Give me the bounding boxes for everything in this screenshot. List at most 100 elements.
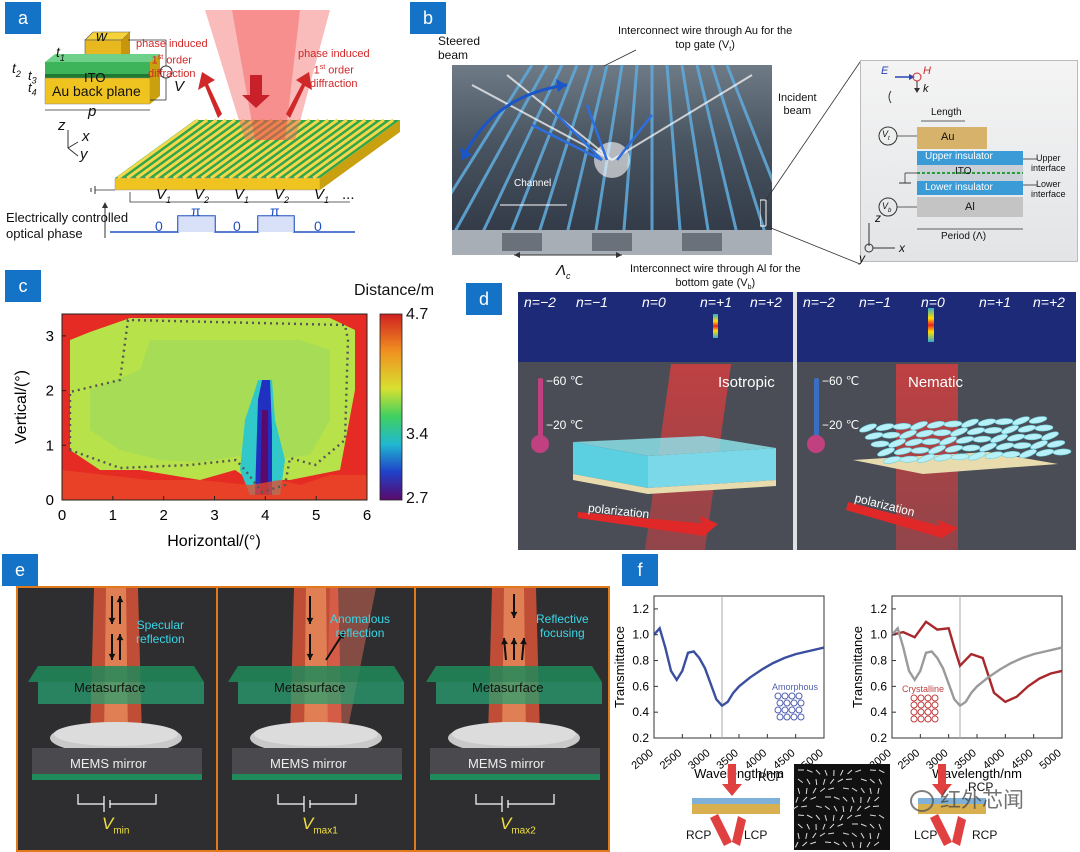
ray-arrowhead: [511, 612, 518, 618]
ray-arrowhead: [117, 596, 124, 602]
dim-w: w: [96, 28, 107, 45]
metasurface-label: Metasurface: [74, 680, 146, 695]
lc-molecule: [871, 440, 889, 447]
y-tick-label: 2: [46, 383, 54, 400]
phase-annotation: Amorphous: [772, 682, 819, 692]
lc-molecule: [933, 429, 951, 436]
phase-pi-b: π: [270, 203, 280, 219]
nanofin: [873, 806, 879, 807]
inset-vt: Vt: [882, 129, 890, 142]
waveguide-rail: [472, 65, 562, 255]
dim-t4: t4: [28, 80, 37, 98]
f-ylabel: Transmittance: [850, 626, 865, 708]
y-tick-label: 0.4: [870, 705, 887, 719]
diffraction-label-left: phase induced 1st order diffraction: [136, 38, 208, 81]
phase-0-b: 0: [233, 218, 241, 234]
f2-lcp-bottom: LCP: [914, 828, 937, 842]
inset-lower-insulator: Lower insulator: [925, 182, 993, 193]
lc-molecule: [962, 444, 980, 451]
ray-arrowhead: [501, 638, 508, 644]
waveguide-rail: [667, 65, 682, 255]
lc-molecule: [961, 417, 980, 429]
inset-H: H: [923, 65, 931, 77]
lc-molecule: [911, 447, 929, 454]
inset-k: k: [923, 83, 929, 95]
lc-molecule: [1041, 430, 1060, 442]
y-tick-label: 1: [46, 437, 54, 454]
lc-molecule: [939, 435, 958, 447]
inset-length: Length: [931, 107, 962, 118]
lc-molecule: [922, 438, 940, 445]
inset-vb: Vb: [882, 201, 891, 214]
inset-axis-y: y: [859, 251, 865, 265]
y-tick-label: 0.4: [632, 705, 649, 719]
x-tick-label: 3: [210, 507, 218, 524]
lc-molecule: [1001, 424, 1020, 436]
lc-molecule: [956, 435, 975, 445]
y-tick-label: 0: [46, 492, 54, 509]
lc-molecule: [1036, 448, 1055, 458]
y-tick-label: 1.0: [870, 628, 887, 642]
inset-ito: ITO: [955, 166, 971, 177]
x-tick-label: 5: [312, 507, 320, 524]
f-rcp-top: RCP: [758, 770, 783, 784]
lc-molecule: [910, 420, 929, 432]
wechat-icon: [910, 790, 934, 812]
waveguide-rail: [682, 65, 712, 255]
colorbar: [380, 314, 402, 500]
panel-d-render: Isotropic Nematic −60 ℃ −20 ℃ −60 ℃ −20 …: [518, 292, 1076, 550]
nanofin: [825, 842, 831, 843]
lambda-c-label: Λc: [556, 262, 571, 281]
temp-left-warm: −20 ℃: [546, 418, 583, 432]
device-render: [452, 65, 772, 255]
y-tick-label: 1.2: [870, 602, 887, 616]
microscope-image: [794, 764, 890, 850]
y-tick-label: 0.8: [870, 654, 887, 668]
nanofin: [846, 779, 852, 780]
heatmap-ylabel: Vertical/(°): [13, 370, 30, 444]
y-tick-label: 0.2: [870, 731, 887, 745]
lc-molecule: [1018, 424, 1037, 434]
lc-molecule: [916, 429, 935, 439]
ray-arrowhead: [307, 618, 314, 624]
lc-molecule: [1013, 442, 1031, 449]
x-tick-label: 4: [261, 507, 269, 524]
mems-voltage-label: Vmax1: [302, 814, 338, 836]
inset-axis-z: z: [875, 211, 881, 225]
lc-molecule: [1030, 439, 1049, 451]
lc-molecule: [1053, 448, 1071, 455]
y-tick-label: 1.0: [632, 628, 649, 642]
y-tick-label: 0.8: [632, 654, 649, 668]
temp-left-cold: −60 ℃: [546, 374, 583, 388]
lc-molecule: [995, 418, 1013, 425]
lc-molecule: [865, 431, 884, 441]
lc-molecule: [877, 446, 896, 458]
x-tick-label: 1: [109, 507, 117, 524]
lc-molecule: [1019, 448, 1038, 460]
mems-voltage-label: Vmin: [102, 814, 129, 836]
x-tick-label: 2500: [896, 747, 922, 772]
lc-molecule: [876, 422, 895, 432]
colorbar-tick-min: 2.7: [406, 490, 428, 508]
mems-voltage-label: Vmax2: [500, 814, 536, 836]
colorbar-title: Distance/m: [354, 282, 434, 300]
lc-molecule: [1029, 415, 1048, 425]
phase-0-c: 0: [314, 218, 322, 234]
y-tick-label: 0.2: [632, 731, 649, 745]
lc-molecule: [978, 418, 997, 428]
lc-molecule: [1002, 451, 1020, 458]
dim-t1: t1: [56, 44, 65, 63]
inset-period: Period (Λ): [941, 231, 986, 242]
phase-annotation: Crystalline: [902, 684, 944, 694]
lc-molecule: [967, 426, 986, 436]
state-isotropic: Isotropic: [718, 374, 775, 391]
lc-molecule: [893, 423, 911, 430]
inset-E: E: [881, 65, 888, 77]
